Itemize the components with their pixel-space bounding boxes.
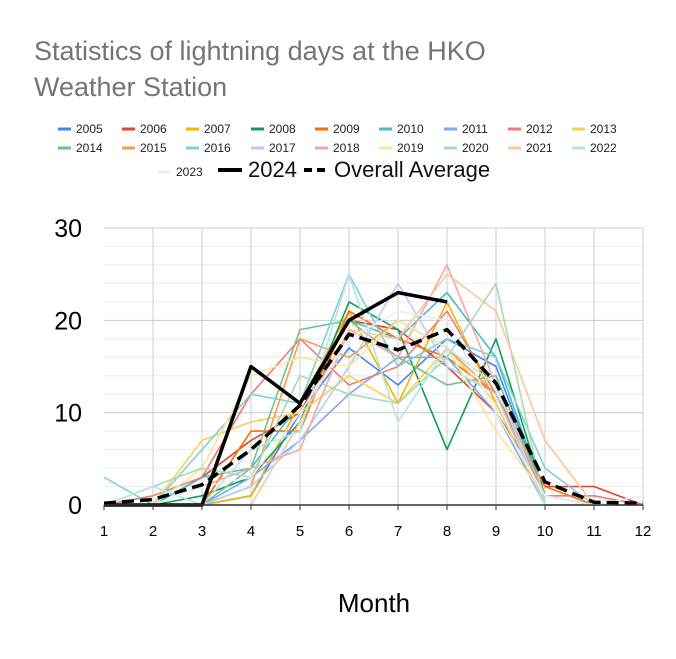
x-tick-label-7: 7 [394,523,402,540]
legend-item-2009: 2009 [315,122,360,136]
y-tick-label-0: 0 [68,492,82,520]
legend-label-2008: 2008 [269,122,296,136]
x-tick-label-9: 9 [492,523,500,540]
legend-item-2011: 2011 [444,122,488,136]
y-tick-label-30: 30 [54,215,82,243]
x-tick-label-2: 2 [149,523,157,540]
legend-item-2015: 2015 [122,141,167,155]
legend-label-2009: 2009 [333,122,360,136]
grid [104,227,644,505]
series-line-overall-average [103,327,644,505]
legend-item-2014: 2014 [58,141,103,155]
legend-label-2011: 2011 [462,122,488,136]
legend-item-2021: 2021 [508,141,553,155]
legend-label-2023: 2023 [176,165,203,179]
legend-label-2022: 2022 [590,141,617,155]
legend-label-2016: 2016 [204,141,231,155]
legend: 2005 2006 2007 2008 2009 2010 2011 2012 2013 2014… [58,122,617,182]
legend-label-2018: 2018 [333,141,360,155]
legend-item-2013: 2013 [572,122,617,136]
legend-label-2021: 2021 [526,141,553,155]
legend-label-2005: 2005 [76,122,103,136]
x-tick-label-5: 5 [296,523,304,540]
legend-item-2012: 2012 [508,122,553,136]
legend-item-2023: 2023 [158,165,203,179]
legend-label-2019: 2019 [397,141,424,155]
legend-label-2013: 2013 [590,122,617,136]
legend-label-2007: 2007 [204,122,231,136]
legend-item-2024: 2024 [218,157,297,182]
legend-label-2014: 2014 [76,141,103,155]
legend-label-2010: 2010 [397,122,424,136]
legend-item-2008: 2008 [251,122,296,136]
legend-label-2015: 2015 [140,141,167,155]
y-tick-label-20: 20 [54,307,82,335]
x-tick-label-6: 6 [345,523,353,540]
legend-item-2005: 2005 [58,122,103,136]
legend-label-2020: 2020 [462,141,489,155]
chart-title-line-2: Weather Station [34,72,227,102]
legend-item-2006: 2006 [122,122,167,136]
legend-label-2006: 2006 [140,122,167,136]
legend-item-2010: 2010 [379,122,424,136]
x-tick-label-10: 10 [537,523,554,540]
legend-item-2007: 2007 [186,122,231,136]
legend-item-2020: 2020 [444,141,489,155]
series-line-2012 [103,310,644,506]
x-tick-label-3: 3 [198,523,206,540]
legend-label-2012: 2012 [526,122,553,136]
x-axis-title: Month [338,588,410,618]
legend-item-2018: 2018 [315,141,360,155]
series-line-2023 [104,310,644,506]
legend-item-2016: 2016 [186,141,231,155]
series-line-2016 [103,273,643,506]
x-tick-label-8: 8 [443,523,451,540]
legend-item-2022: 2022 [572,141,617,155]
x-tick-label-4: 4 [247,523,255,540]
y-tick-label-10: 10 [54,400,82,428]
legend-item-overall-average: Overall Average [304,157,490,182]
chart-title-line-1: Statistics of lightning days at the HKO [34,36,486,66]
legend-item-2019: 2019 [379,141,424,155]
legend-label-2017: 2017 [269,141,296,155]
legend-item-2017: 2017 [251,141,296,155]
x-tick-label-1: 1 [100,523,108,540]
x-tick-label-12: 12 [635,523,652,540]
x-tick-label-11: 11 [586,523,602,540]
legend-label-overall-average: Overall Average [334,157,490,182]
legend-label-2024: 2024 [248,157,297,182]
